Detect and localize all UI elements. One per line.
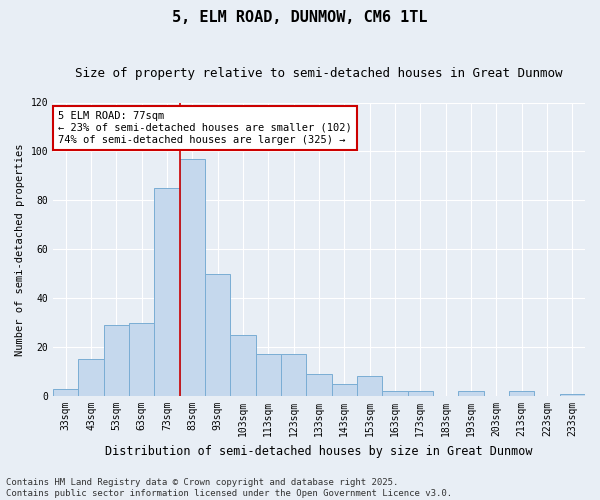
Title: Size of property relative to semi-detached houses in Great Dunmow: Size of property relative to semi-detach… <box>75 68 563 80</box>
Bar <box>332 384 357 396</box>
Bar <box>129 322 154 396</box>
Bar <box>560 394 585 396</box>
Text: 5, ELM ROAD, DUNMOW, CM6 1TL: 5, ELM ROAD, DUNMOW, CM6 1TL <box>172 10 428 25</box>
Bar <box>53 388 79 396</box>
Y-axis label: Number of semi-detached properties: Number of semi-detached properties <box>15 143 25 356</box>
X-axis label: Distribution of semi-detached houses by size in Great Dunmow: Distribution of semi-detached houses by … <box>105 444 533 458</box>
Bar <box>407 391 433 396</box>
Bar <box>256 354 281 396</box>
Bar <box>230 335 256 396</box>
Bar <box>79 360 104 396</box>
Bar <box>509 391 535 396</box>
Bar <box>179 159 205 396</box>
Text: 5 ELM ROAD: 77sqm
← 23% of semi-detached houses are smaller (102)
74% of semi-de: 5 ELM ROAD: 77sqm ← 23% of semi-detached… <box>58 112 352 144</box>
Bar <box>382 391 407 396</box>
Bar <box>458 391 484 396</box>
Bar <box>154 188 179 396</box>
Bar <box>205 274 230 396</box>
Bar <box>281 354 307 396</box>
Bar <box>104 325 129 396</box>
Bar <box>307 374 332 396</box>
Bar <box>357 376 382 396</box>
Text: Contains HM Land Registry data © Crown copyright and database right 2025.
Contai: Contains HM Land Registry data © Crown c… <box>6 478 452 498</box>
